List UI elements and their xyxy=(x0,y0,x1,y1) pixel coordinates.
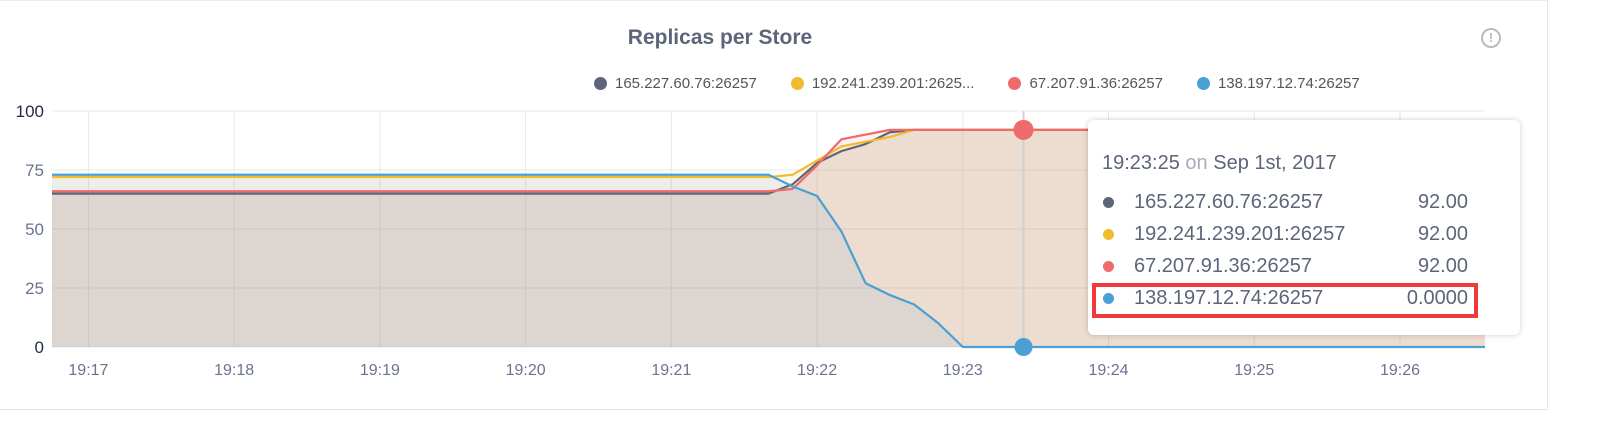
legend-label: 67.207.91.36:26257 xyxy=(1029,75,1163,92)
x-tick-label: 19:21 xyxy=(651,362,691,379)
tooltip-date: Sep 1st, 2017 xyxy=(1213,152,1337,174)
highlight-box xyxy=(1092,283,1478,318)
legend-item[interactable]: 165.227.60.76:26257 xyxy=(594,75,757,92)
y-tick-label: 0 xyxy=(35,338,44,357)
y-tick-label: 75 xyxy=(25,161,44,180)
tooltip-value: 92.00 xyxy=(1417,222,1468,245)
y-tick-label: 100 xyxy=(16,102,44,121)
tooltip-label: 165.227.60.76:26257 xyxy=(1134,190,1324,213)
cursor-marker xyxy=(1014,338,1033,356)
legend-item[interactable]: 138.197.12.74:26257 xyxy=(1196,75,1360,92)
tooltip-row: 67.207.91.36:26257 92.00 xyxy=(1100,250,1468,282)
series-area xyxy=(52,174,1485,347)
chart-title: Replicas per Store xyxy=(627,26,813,49)
tooltip-row: 138.197.12.74:26257 0.0000 xyxy=(1100,282,1468,314)
legend-dot xyxy=(1008,77,1022,90)
tooltip-dot xyxy=(1103,196,1114,208)
y-tick-label: 25 xyxy=(25,279,44,298)
x-tick-label: 19:25 xyxy=(1234,362,1274,379)
series-line xyxy=(52,173,1485,349)
chart-card xyxy=(0,0,1548,410)
tooltip-label: 138.197.12.74:26257 xyxy=(1134,286,1324,309)
legend-label: 192.241.239.201:2625... xyxy=(811,75,975,92)
info-circle-icon[interactable]: ! xyxy=(1481,28,1501,48)
legend-item[interactable]: 67.207.91.36:26257 xyxy=(1008,75,1163,92)
tooltip-value: 92.00 xyxy=(1417,190,1468,213)
legend-label: 138.197.12.74:26257 xyxy=(1217,75,1360,92)
legend-dot xyxy=(790,77,804,90)
x-tick-label: 19:18 xyxy=(214,362,254,379)
tooltip-time: 19:23:25 xyxy=(1102,152,1180,174)
tooltip-header: 19:23:25 on Sep 1st, 2017 xyxy=(1102,152,1337,175)
tooltip-value: 0.0000 xyxy=(1406,286,1468,309)
x-tick-label: 19:24 xyxy=(1089,362,1129,379)
x-tick-label: 19:20 xyxy=(506,362,546,379)
tooltip-value: 92.00 xyxy=(1417,254,1468,277)
tooltip: 19:23:25 on Sep 1st, 2017 165.227.60.76:… xyxy=(1088,120,1520,335)
tooltip-label: 192.241.239.201:26257 xyxy=(1134,222,1346,245)
y-tick-label: 50 xyxy=(25,220,44,239)
series-line xyxy=(52,128,1485,193)
tooltip-dot xyxy=(1103,292,1114,304)
tooltip-row: 192.241.239.201:26257 92.00 xyxy=(1100,218,1468,250)
x-tick-label: 19:23 xyxy=(943,362,983,379)
legend: 165.227.60.76:26257 192.241.239.201:2625… xyxy=(594,75,1394,92)
x-tick-label: 19:19 xyxy=(360,362,400,379)
legend-item[interactable]: 192.241.239.201:2625... xyxy=(790,75,975,92)
tooltip-label: 67.207.91.36:26257 xyxy=(1134,254,1312,277)
x-tick-label: 19:26 xyxy=(1380,362,1420,379)
x-tick-label: 19:17 xyxy=(68,362,108,379)
cursor-marker xyxy=(1013,119,1034,140)
legend-dot xyxy=(1196,77,1210,90)
legend-dot xyxy=(594,77,607,90)
x-tick-label: 19:22 xyxy=(797,362,837,379)
legend-label: 165.227.60.76:26257 xyxy=(615,75,757,92)
tooltip-dot xyxy=(1103,228,1114,240)
tooltip-on: on xyxy=(1185,152,1208,174)
tooltip-row: 165.227.60.76:26257 92.00 xyxy=(1100,186,1468,218)
tooltip-dot xyxy=(1103,260,1114,272)
